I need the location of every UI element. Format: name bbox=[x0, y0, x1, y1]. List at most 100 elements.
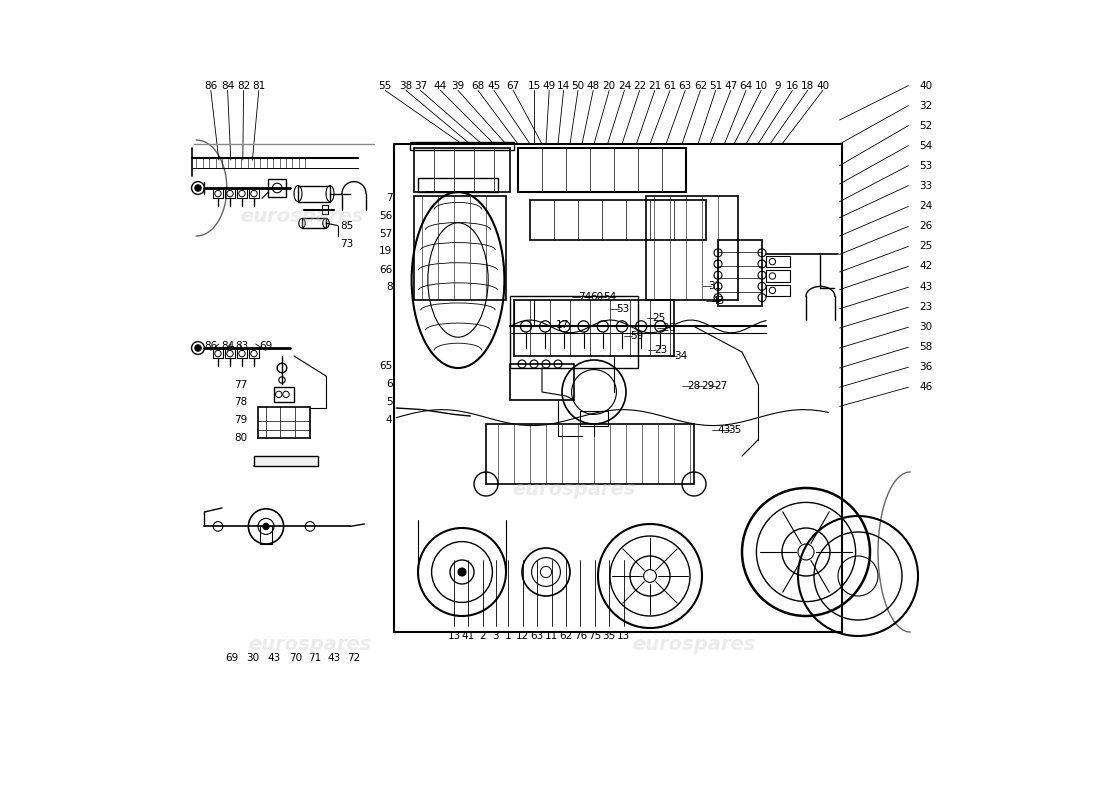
Text: 70: 70 bbox=[289, 653, 302, 662]
Bar bbox=[581, 411, 607, 426]
Bar bbox=[322, 205, 329, 214]
Text: 24: 24 bbox=[618, 81, 631, 90]
Text: 49: 49 bbox=[542, 81, 556, 90]
Bar bbox=[250, 188, 258, 198]
Bar bbox=[213, 348, 223, 358]
Text: 8: 8 bbox=[386, 282, 393, 292]
Text: 68: 68 bbox=[472, 81, 485, 90]
Text: 20: 20 bbox=[603, 81, 616, 90]
Bar bbox=[274, 387, 294, 402]
Text: 35: 35 bbox=[728, 425, 741, 434]
Text: 10: 10 bbox=[755, 81, 768, 90]
Text: 54: 54 bbox=[604, 292, 617, 302]
Text: 64: 64 bbox=[739, 81, 752, 90]
Text: 29: 29 bbox=[701, 381, 714, 390]
Bar bbox=[530, 200, 706, 240]
Text: 53: 53 bbox=[920, 161, 933, 170]
Text: 30: 30 bbox=[245, 653, 258, 662]
Text: 21: 21 bbox=[648, 81, 661, 90]
Text: 33: 33 bbox=[920, 181, 933, 190]
Text: 81: 81 bbox=[252, 81, 265, 90]
Text: 69: 69 bbox=[226, 653, 239, 662]
Circle shape bbox=[195, 185, 201, 191]
Text: 41: 41 bbox=[462, 631, 475, 641]
Text: 60: 60 bbox=[590, 292, 603, 302]
Text: 32: 32 bbox=[920, 101, 933, 110]
Text: 43: 43 bbox=[920, 282, 933, 292]
Text: 85: 85 bbox=[340, 222, 353, 231]
Text: eurospares: eurospares bbox=[240, 206, 364, 226]
Text: 62: 62 bbox=[694, 81, 707, 90]
Text: 67: 67 bbox=[507, 81, 520, 90]
Bar bbox=[258, 407, 310, 438]
Text: 72: 72 bbox=[348, 653, 361, 662]
Text: 53: 53 bbox=[616, 304, 629, 314]
Text: 80: 80 bbox=[234, 433, 248, 442]
Bar bbox=[518, 148, 686, 192]
Text: 73: 73 bbox=[340, 239, 353, 249]
Bar bbox=[261, 526, 272, 544]
Text: 50: 50 bbox=[571, 81, 584, 90]
Text: 45: 45 bbox=[487, 81, 500, 90]
Text: 35: 35 bbox=[603, 631, 616, 641]
Text: 38: 38 bbox=[399, 81, 412, 90]
Text: 47: 47 bbox=[724, 81, 737, 90]
Text: 62: 62 bbox=[560, 631, 573, 641]
Text: 51: 51 bbox=[710, 81, 723, 90]
Text: 23: 23 bbox=[653, 345, 667, 354]
Text: 52: 52 bbox=[920, 121, 933, 130]
Text: 43: 43 bbox=[712, 296, 725, 306]
Text: 56: 56 bbox=[379, 211, 393, 221]
Text: eurospares: eurospares bbox=[632, 634, 756, 654]
Text: 63: 63 bbox=[679, 81, 692, 90]
Text: eurospares: eurospares bbox=[513, 480, 636, 499]
Text: 26: 26 bbox=[920, 222, 933, 231]
Text: 77: 77 bbox=[234, 380, 248, 390]
Text: 43: 43 bbox=[718, 425, 732, 434]
Text: 44: 44 bbox=[433, 81, 447, 90]
Text: 84: 84 bbox=[221, 341, 234, 350]
Bar bbox=[410, 142, 514, 150]
Bar bbox=[238, 348, 246, 358]
Text: 14: 14 bbox=[557, 81, 570, 90]
Text: 23: 23 bbox=[920, 302, 933, 312]
Bar bbox=[414, 196, 506, 300]
Text: 39: 39 bbox=[451, 81, 464, 90]
Text: 4: 4 bbox=[386, 415, 393, 425]
Text: 61: 61 bbox=[663, 81, 676, 90]
Text: 11: 11 bbox=[544, 631, 558, 641]
Text: 86: 86 bbox=[205, 341, 218, 350]
Text: 71: 71 bbox=[308, 653, 321, 662]
Text: 25: 25 bbox=[920, 242, 933, 251]
Text: 17: 17 bbox=[557, 320, 570, 330]
Text: 69: 69 bbox=[260, 341, 273, 350]
Text: 16: 16 bbox=[785, 81, 799, 90]
Text: 59: 59 bbox=[630, 331, 644, 341]
Text: 48: 48 bbox=[586, 81, 600, 90]
Text: 28: 28 bbox=[688, 381, 701, 390]
Text: 12: 12 bbox=[516, 631, 529, 641]
Bar bbox=[414, 148, 510, 192]
Text: 42: 42 bbox=[920, 262, 933, 271]
Bar bbox=[302, 218, 326, 228]
Text: 63: 63 bbox=[530, 631, 543, 641]
Bar bbox=[254, 456, 318, 466]
Bar bbox=[213, 188, 223, 198]
Bar bbox=[766, 270, 790, 282]
Bar bbox=[510, 296, 638, 368]
Text: eurospares: eurospares bbox=[249, 634, 372, 654]
Text: 2: 2 bbox=[480, 631, 486, 641]
Text: 86: 86 bbox=[205, 81, 218, 90]
Text: 6: 6 bbox=[386, 379, 393, 389]
Text: 5: 5 bbox=[386, 398, 393, 407]
Text: 25: 25 bbox=[652, 313, 666, 322]
Circle shape bbox=[458, 568, 466, 576]
Text: 9: 9 bbox=[774, 81, 781, 90]
Text: 36: 36 bbox=[920, 362, 933, 372]
Bar bbox=[298, 186, 330, 202]
Text: 40: 40 bbox=[920, 81, 933, 90]
Text: 31: 31 bbox=[708, 281, 722, 290]
Bar bbox=[250, 348, 258, 358]
Bar bbox=[268, 179, 286, 197]
Bar bbox=[238, 188, 246, 198]
